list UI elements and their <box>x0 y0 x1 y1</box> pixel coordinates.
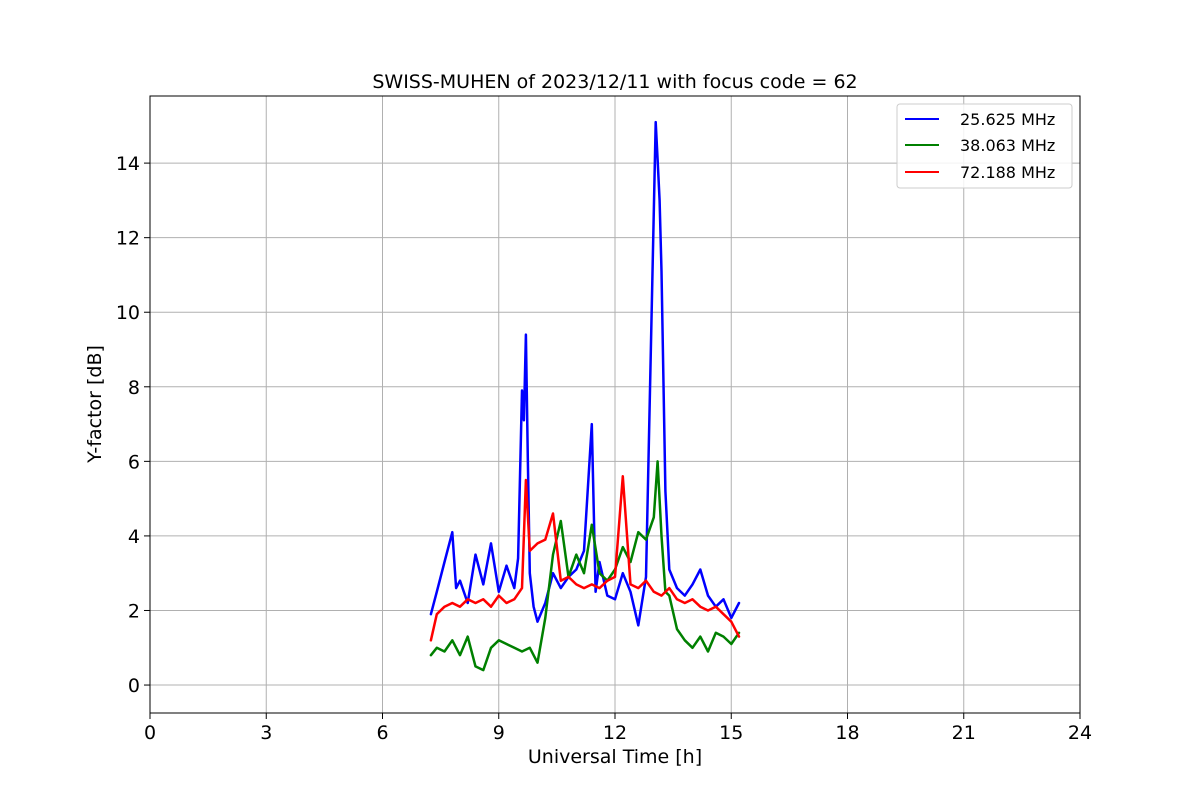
y-tick-label: 4 <box>128 526 140 548</box>
series-layer <box>429 120 741 672</box>
y-tick-label: 6 <box>128 451 140 473</box>
y-tick-label: 12 <box>116 228 140 250</box>
x-tick-label: 21 <box>952 722 976 744</box>
x-tick-label: 9 <box>493 722 505 744</box>
legend: 25.625 MHz 38.063 MHz 72.188 MHz <box>896 103 1073 189</box>
legend-box <box>896 103 1073 189</box>
y-tick-label: 14 <box>116 153 140 175</box>
y-tick-label: 0 <box>128 675 140 697</box>
x-tick-label: 3 <box>260 722 272 744</box>
x-axis-label: Universal Time [h] <box>528 746 702 768</box>
x-tick-label: 0 <box>144 722 156 744</box>
chart-title: SWISS-MUHEN of 2023/12/11 with focus cod… <box>372 71 857 93</box>
x-tick-label: 24 <box>1068 722 1092 744</box>
series-line-2 <box>429 460 741 672</box>
x-tick-label: 18 <box>835 722 859 744</box>
y-tick-label: 2 <box>128 600 140 622</box>
x-tick-label: 15 <box>719 722 743 744</box>
series-line-3 <box>429 475 741 642</box>
y-tick-label: 8 <box>128 377 140 399</box>
legend-label-1: 25.625 MHz <box>960 110 1055 129</box>
x-tick-label: 6 <box>376 722 388 744</box>
y-axis-label: Y-factor [dB] <box>84 345 106 464</box>
legend-label-3: 72.188 MHz <box>960 163 1055 182</box>
y-tick-label: 10 <box>116 302 140 324</box>
x-tick-label: 12 <box>603 722 627 744</box>
legend-label-2: 38.063 MHz <box>960 136 1055 155</box>
series-line-1 <box>429 120 741 627</box>
